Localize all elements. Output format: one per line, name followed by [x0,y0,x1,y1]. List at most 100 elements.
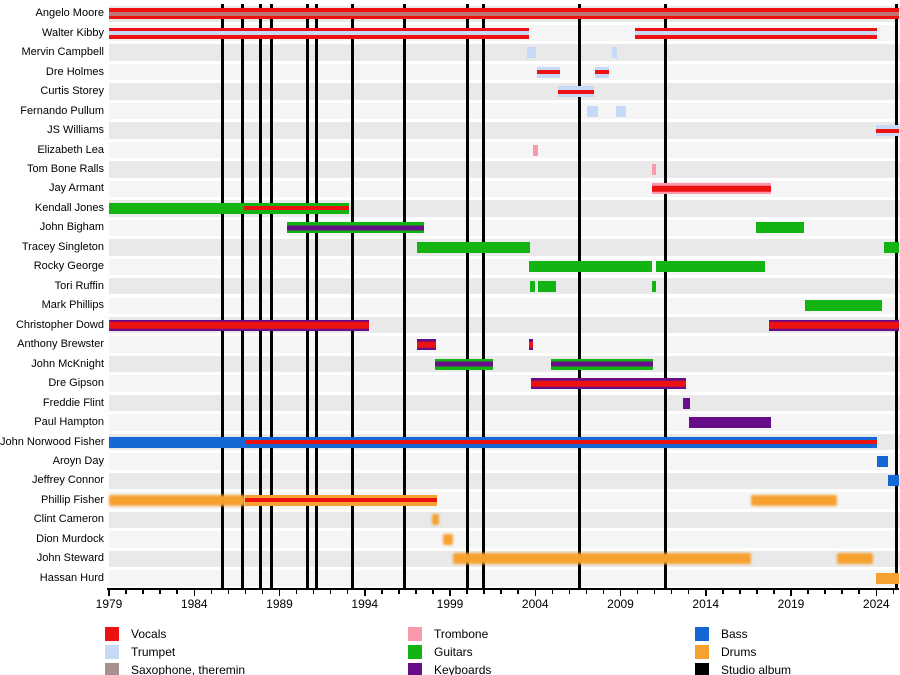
member-name: Mervin Campbell [21,46,104,59]
member-name: John Norwood Fisher [0,435,105,448]
x-axis-major-tick [193,590,195,596]
instrument-stripe [416,341,436,348]
member-name: Tom Bone Ralls [26,162,104,175]
instrument-stripe [635,31,877,36]
membership-bar-segment [434,358,493,370]
x-axis-line [107,588,899,590]
member-name: Angelo Moore [35,7,105,20]
legend-label: Studio album [721,663,792,675]
x-axis-minor-tick [125,590,127,594]
x-axis-minor-tick [568,590,571,594]
instrument-stripe [537,70,561,75]
row-band [109,44,900,61]
studio-album-line [466,4,470,588]
x-axis-minor-tick [670,590,673,594]
member-name: Dion Murdock [36,532,104,545]
row-band [109,414,900,431]
row-band [109,297,900,314]
member-name: Elizabeth Lea [37,143,104,156]
x-axis-minor-tick [500,590,502,594]
instrument-stripe [243,206,349,211]
member-name: JS Williams [47,124,104,137]
membership-bar-segment [109,202,244,214]
membership-bar-segment [558,86,595,98]
x-axis-minor-tick [176,590,178,594]
member-name: Tori Ruffin [54,279,104,292]
membership-bar-segment [769,319,900,331]
member-name: Kendall Jones [34,201,104,214]
x-axis-minor-tick [756,590,758,594]
member-name: Rocky George [33,260,104,273]
instrument-stripe [876,128,900,133]
studio-album-line [306,4,310,588]
x-axis-tick-label: 2019 [777,597,805,611]
membership-bar-segment [652,163,657,175]
instrument-stripe [244,498,437,503]
legend-swatch-vocals [105,627,119,641]
studio-album-line [663,4,667,588]
x-axis-major-tick [534,590,536,596]
membership-bar-segment [537,66,561,78]
membership-bar-segment [652,280,657,292]
member-name: Dre Holmes [45,65,104,78]
membership-bar-segment [616,105,627,117]
membership-bar-segment [635,27,877,39]
membership-bar-segment [286,222,424,234]
member-name: Phillip Fisher [41,493,104,506]
member-name: Walter Kibby [42,26,104,39]
studio-album-line [270,4,274,588]
legend-label: Saxophone, theremin [131,663,246,675]
membership-bar-segment [595,66,610,78]
row-band [109,161,900,178]
x-axis-minor-tick [807,590,809,594]
member-name: Dre Gipson [48,377,104,390]
row-band [109,375,900,392]
legend-label: Vocals [131,627,167,641]
legend-label: Drums [721,645,757,659]
membership-bar-segment [683,397,691,409]
membership-bar-segment [243,202,349,214]
x-axis-minor-tick [329,590,332,594]
membership-bar-segment [805,300,883,312]
x-axis-minor-tick [773,590,775,594]
x-axis-minor-tick [381,590,383,594]
member-name: John Bigham [39,221,104,234]
row-band [109,141,900,159]
x-axis-minor-tick [739,590,741,594]
row-band [109,122,900,139]
x-axis-tick-label: 1999 [436,597,464,611]
instrument-stripe [558,89,595,94]
x-axis-minor-tick [227,590,230,594]
membership-bar-segment [888,475,900,487]
legend-swatch-trombone [408,627,422,641]
member-name: Tracey Singleton [21,240,104,253]
member-name: Jay Armant [48,182,104,195]
x-axis-minor-tick [687,590,690,594]
x-axis-minor-tick [517,590,519,594]
x-axis-minor-tick [295,590,298,594]
membership-bar-segment [551,358,654,370]
x-axis-minor-tick [824,590,826,594]
x-axis-minor-tick [415,590,417,594]
membership-bar-segment [109,8,900,20]
x-axis-minor-tick [602,590,605,594]
membership-bar-segment [530,280,536,292]
row-band [109,180,900,198]
instrument-stripe [434,361,493,367]
studio-album-line [578,4,582,588]
membership-bar-segment [527,47,537,59]
instrument-stripe [244,440,877,444]
membership-bar-segment [689,417,772,429]
instrument-stripe [109,11,900,16]
studio-album-line [482,4,486,588]
row-band [109,472,900,490]
x-axis-minor-tick [858,590,860,594]
x-axis-major-tick [449,590,451,596]
member-name: Clint Cameron [33,513,104,526]
membership-bar-segment [109,319,369,331]
member-name: Paul Hampton [34,416,104,429]
membership-bar-segment [529,339,533,351]
membership-bar-segment [656,261,766,273]
membership-bar-segment [756,222,805,234]
